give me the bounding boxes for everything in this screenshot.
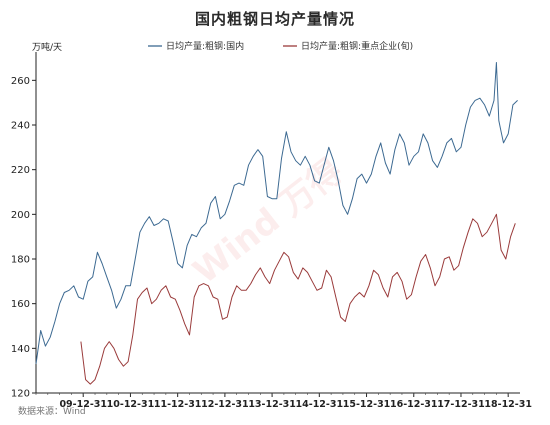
legend-label-1: 日均产量:粗钢:国内 <box>166 40 244 52</box>
legend-label-2: 日均产量:粗钢:重点企业(旬) <box>301 40 413 52</box>
y-tick-label: 180 <box>11 255 30 266</box>
data-source: 数据来源：Wind <box>18 407 86 417</box>
y-tick-label: 140 <box>11 344 30 355</box>
y-axis-unit: 万吨/天 <box>32 41 62 53</box>
legend: 日均产量:粗钢:国内 日均产量:粗钢:重点企业(旬) <box>148 40 413 52</box>
x-tick-label: 11-12-31 <box>154 399 202 410</box>
x-tick-label: 18-12-31 <box>484 399 532 410</box>
x-tick-label: 10-12-31 <box>107 399 155 410</box>
y-tick-label: 160 <box>11 299 30 310</box>
y-tick-label: 260 <box>11 76 30 87</box>
axes: 万吨/天 120 140 160 180 200 220 240 260 09-12-31 10-1… <box>11 41 532 410</box>
series-line-1 <box>35 62 518 365</box>
x-tick-label: 12-12-31 <box>201 399 249 410</box>
x-tick-label: 13-12-31 <box>248 399 296 410</box>
series-line-2 <box>80 213 516 385</box>
y-tick-label: 220 <box>11 165 30 176</box>
x-tick-label: 15-12-31 <box>343 399 391 410</box>
x-tick-label: 09-12-31 <box>59 399 107 410</box>
y-tick-label: 240 <box>11 121 30 132</box>
y-tick-label: 120 <box>11 389 30 400</box>
x-tick-label: 14-12-31 <box>296 399 344 410</box>
y-tick-label: 200 <box>11 210 30 221</box>
x-tick-label: 17-12-31 <box>437 399 485 410</box>
chart-title: 国内粗钢日均产量情况 <box>194 10 355 28</box>
series-lines <box>35 62 518 385</box>
x-tick-label: 16-12-31 <box>390 399 438 410</box>
